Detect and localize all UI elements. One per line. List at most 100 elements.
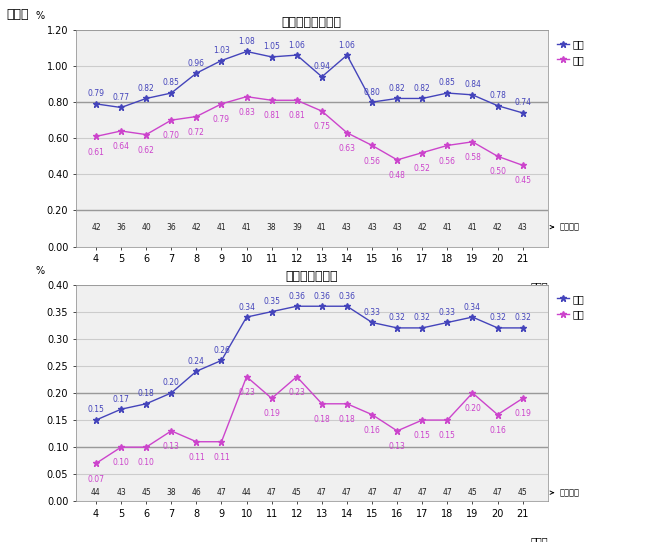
Text: 40: 40	[141, 223, 151, 231]
Text: 45: 45	[141, 488, 151, 497]
Text: 44: 44	[242, 488, 251, 497]
Legend: 全国, 宮崎: 全国, 宮崎	[558, 294, 585, 320]
Text: 0.26: 0.26	[213, 346, 230, 355]
Text: 36: 36	[116, 223, 126, 231]
Text: 0.64: 0.64	[113, 142, 129, 151]
Text: 0.79: 0.79	[88, 89, 104, 98]
Text: 43: 43	[342, 223, 352, 231]
Text: 0.81: 0.81	[288, 112, 305, 120]
Text: 0.23: 0.23	[238, 388, 255, 397]
Text: 1.06: 1.06	[288, 41, 305, 49]
Text: %: %	[36, 266, 45, 276]
Text: 0.19: 0.19	[514, 410, 531, 418]
Text: 47: 47	[417, 488, 427, 497]
Text: 42: 42	[493, 223, 502, 231]
Text: 0.58: 0.58	[464, 153, 481, 162]
Text: 0.23: 0.23	[288, 388, 305, 397]
Text: 0.77: 0.77	[113, 93, 129, 102]
Text: 0.36: 0.36	[314, 292, 331, 301]
Text: 年度間: 年度間	[530, 281, 548, 291]
Text: 0.19: 0.19	[263, 410, 280, 418]
Text: 0.10: 0.10	[113, 459, 129, 467]
Text: 39: 39	[292, 223, 302, 231]
Text: 0.82: 0.82	[389, 84, 405, 93]
Text: 47: 47	[342, 488, 352, 497]
Text: 0.80: 0.80	[364, 87, 381, 96]
Text: 0.45: 0.45	[514, 177, 531, 185]
Title: 不登校率の推移: 不登校率の推移	[286, 270, 338, 283]
Text: 1.03: 1.03	[213, 46, 230, 55]
Text: 0.24: 0.24	[188, 357, 205, 366]
Text: 1.05: 1.05	[263, 42, 280, 51]
Text: 0.16: 0.16	[489, 426, 506, 435]
Text: 0.85: 0.85	[439, 79, 456, 87]
Text: 0.11: 0.11	[188, 453, 205, 462]
Text: 1.06: 1.06	[339, 41, 356, 49]
Text: 41: 41	[242, 223, 251, 231]
Text: 1.08: 1.08	[238, 37, 255, 46]
Text: 43: 43	[367, 223, 377, 231]
Text: 0.81: 0.81	[263, 112, 280, 120]
Text: 45: 45	[518, 488, 527, 497]
Text: 42: 42	[418, 223, 427, 231]
Text: 45: 45	[468, 488, 477, 497]
Text: 0.13: 0.13	[389, 442, 406, 451]
Text: 46: 46	[191, 488, 201, 497]
Text: 0.32: 0.32	[414, 313, 431, 322]
Text: 0.83: 0.83	[238, 108, 255, 117]
Text: 0.70: 0.70	[163, 131, 180, 140]
Text: 0.94: 0.94	[314, 62, 331, 71]
Legend: 全国, 宮崎: 全国, 宮崎	[558, 39, 585, 65]
Text: 43: 43	[116, 488, 126, 497]
Text: 0.96: 0.96	[188, 59, 205, 68]
Text: 0.18: 0.18	[138, 389, 154, 398]
Text: 0.10: 0.10	[138, 459, 154, 467]
Text: 0.13: 0.13	[163, 442, 180, 451]
Text: 全国順位: 全国順位	[560, 223, 579, 231]
Text: 0.79: 0.79	[213, 115, 230, 124]
Text: 0.36: 0.36	[339, 292, 356, 301]
Text: 47: 47	[216, 488, 226, 497]
Text: 47: 47	[267, 488, 277, 497]
Text: 47: 47	[442, 488, 452, 497]
Text: 0.85: 0.85	[163, 79, 180, 87]
Text: 0.61: 0.61	[88, 147, 104, 157]
Text: 0.18: 0.18	[339, 415, 355, 424]
Text: 38: 38	[166, 488, 176, 497]
Text: 42: 42	[191, 223, 201, 231]
Text: 41: 41	[216, 223, 226, 231]
Text: 0.15: 0.15	[88, 405, 104, 415]
Text: 0.16: 0.16	[364, 426, 381, 435]
Text: 0.34: 0.34	[238, 302, 255, 312]
Text: 44: 44	[91, 488, 101, 497]
Text: 0.20: 0.20	[163, 378, 180, 388]
Text: 0.07: 0.07	[88, 475, 104, 483]
Text: 0.18: 0.18	[314, 415, 330, 424]
Text: 43: 43	[518, 223, 527, 231]
Text: 47: 47	[493, 488, 502, 497]
Text: 年度間: 年度間	[530, 536, 548, 542]
Text: 0.35: 0.35	[263, 297, 280, 306]
Text: 0.84: 0.84	[464, 80, 481, 89]
Text: 0.52: 0.52	[414, 164, 431, 173]
Text: 41: 41	[468, 223, 477, 231]
Text: 0.63: 0.63	[339, 144, 356, 153]
Text: 36: 36	[166, 223, 176, 231]
Text: 小学校: 小学校	[7, 8, 29, 21]
Text: 0.82: 0.82	[414, 84, 431, 93]
Text: 43: 43	[392, 223, 402, 231]
Text: 全国順位: 全国順位	[560, 488, 579, 497]
Text: 0.11: 0.11	[213, 453, 230, 462]
Text: 0.33: 0.33	[364, 308, 381, 317]
Text: 0.56: 0.56	[439, 157, 456, 165]
Text: 0.48: 0.48	[389, 171, 406, 180]
Text: 45: 45	[292, 488, 302, 497]
Text: 0.50: 0.50	[489, 167, 506, 176]
Text: 47: 47	[367, 488, 377, 497]
Text: 0.32: 0.32	[514, 313, 531, 322]
Title: 長期欠席率の推移: 長期欠席率の推移	[282, 16, 342, 29]
Text: 0.56: 0.56	[364, 157, 381, 165]
Text: 0.72: 0.72	[188, 128, 205, 137]
Text: 41: 41	[317, 223, 327, 231]
Text: 0.33: 0.33	[439, 308, 456, 317]
